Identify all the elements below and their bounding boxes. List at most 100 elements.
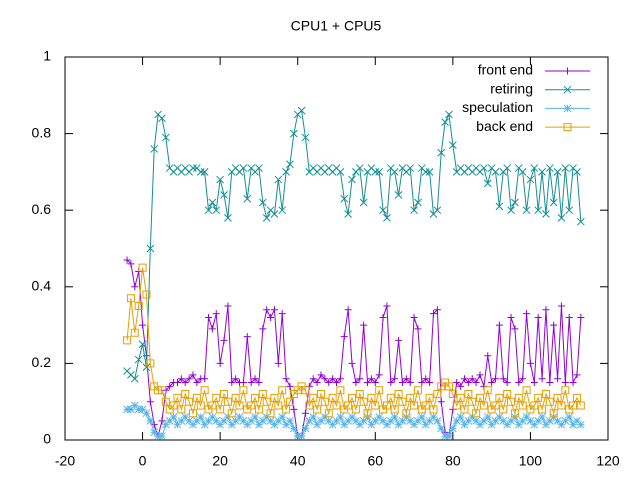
point-marker [181,413,190,421]
point-marker [235,401,244,410]
point-marker [507,397,516,406]
point-marker [193,379,201,387]
point-marker [352,416,360,425]
point-marker [375,386,384,395]
x-tick-label: 0 [139,453,147,469]
point-marker [390,168,399,176]
point-marker [433,206,442,215]
point-marker [546,379,554,387]
point-marker [371,416,380,425]
point-marker [410,206,418,215]
point-marker [123,336,132,345]
point-marker [429,413,438,421]
point-marker [518,168,527,176]
point-marker [507,416,515,425]
point-marker [150,382,159,391]
point-marker [503,420,512,429]
point-marker [243,420,252,429]
point-marker [289,390,298,399]
point-marker [557,214,566,222]
point-marker [375,168,384,176]
point-marker [460,405,469,414]
point-marker [569,379,577,387]
point-marker [375,371,383,379]
point-marker [437,398,445,406]
point-marker [395,336,403,344]
point-marker [297,382,306,391]
point-marker [426,379,434,387]
point-marker [386,393,395,402]
legend-label: back end [476,118,533,134]
point-marker [476,420,484,429]
point-marker [286,160,294,169]
point-marker [267,313,275,321]
point-marker [530,401,539,410]
point-marker [510,409,519,418]
point-marker [452,416,461,425]
point-marker [491,416,500,425]
point-marker [561,164,570,172]
x-tick-label: 120 [596,453,620,469]
point-marker [413,386,422,395]
point-marker [305,416,314,425]
point-marker [554,375,562,383]
point-marker [201,375,209,383]
point-marker [196,401,205,410]
point-marker [224,214,232,222]
point-marker [565,405,574,414]
point-marker [542,210,550,218]
point-marker [522,206,531,215]
point-marker [216,359,224,367]
point-marker [352,379,360,387]
point-marker [340,333,348,341]
point-marker [227,409,236,418]
point-marker [523,310,531,318]
point-marker [542,306,550,314]
point-marker [254,405,263,414]
point-marker [173,379,181,387]
point-marker [545,164,554,172]
point-marker [383,302,391,310]
point-marker [488,379,496,387]
point-marker [367,420,376,429]
point-marker [332,416,341,425]
point-marker [212,206,221,215]
point-marker [375,413,384,421]
point-marker [472,416,480,425]
point-marker [360,321,368,329]
point-marker [336,386,345,395]
point-marker [146,416,155,425]
point-marker [534,313,542,321]
legend-label: front end [478,62,533,78]
point-marker [189,420,197,429]
point-marker [487,420,496,429]
point-marker [231,393,240,402]
x-tick-label: 100 [519,453,543,469]
point-marker [491,401,500,410]
point-marker [328,420,337,429]
point-marker [573,416,581,425]
point-marker [519,375,527,383]
point-marker [239,164,248,172]
point-marker [383,214,391,222]
point-marker [429,405,438,414]
point-marker [340,194,349,203]
series-line [126,267,582,415]
point-marker [460,420,469,429]
point-marker [429,310,437,318]
point-marker [457,382,465,390]
point-marker [150,428,159,437]
legend-marker [563,85,572,94]
point-marker [138,340,147,349]
point-marker [173,420,182,429]
point-marker [239,416,248,425]
point-marker [255,164,263,172]
point-marker [414,416,422,425]
point-marker [278,206,287,215]
point-marker [534,206,543,215]
point-marker [196,168,205,176]
point-marker [394,390,403,399]
point-marker [138,405,147,414]
point-marker [270,393,279,402]
point-marker [526,416,535,425]
